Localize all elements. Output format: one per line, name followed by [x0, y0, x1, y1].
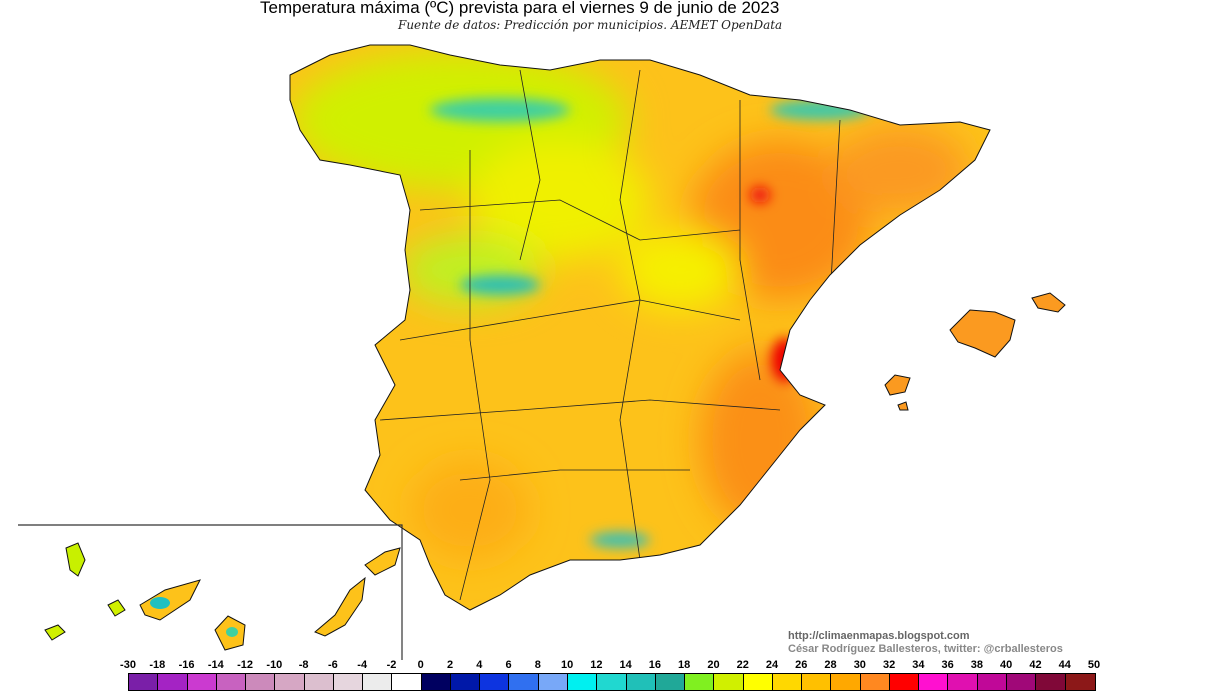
- legend-swatch: [1006, 674, 1037, 690]
- legend-swatch: [187, 674, 217, 690]
- legend-swatch: [333, 674, 364, 690]
- canary-islands-inset: [18, 524, 403, 660]
- legend-swatch: [246, 674, 276, 690]
- legend-tick-label: -8: [298, 659, 309, 671]
- legend-swatch: [216, 674, 247, 690]
- legend-swatch: [129, 674, 159, 690]
- legend-tick-label: 28: [824, 659, 837, 671]
- legend-swatch: [158, 674, 188, 690]
- legend-swatch: [802, 674, 832, 690]
- legend-tick-label: 42: [1029, 659, 1042, 671]
- legend-swatch: [392, 674, 422, 690]
- legend-tick-label: 20: [707, 659, 720, 671]
- legend-tick-label: 50: [1087, 659, 1101, 671]
- legend-swatch: [597, 674, 627, 690]
- legend-tick-label: 44: [1058, 659, 1071, 671]
- legend-tick-label: 24: [765, 659, 779, 671]
- legend-swatch: [1036, 674, 1066, 690]
- legend-tick-label: 30: [853, 659, 866, 671]
- legend-swatch: [948, 674, 978, 690]
- legend-tick-label: -6: [328, 659, 338, 671]
- legend-tick-label: -18: [149, 659, 166, 671]
- legend-swatch: [450, 674, 481, 690]
- legend-swatch: [977, 674, 1007, 690]
- legend-tick-label: 16: [648, 659, 662, 671]
- legend-swatch: [567, 674, 598, 690]
- legend-tick-label: -14: [207, 659, 224, 671]
- legend-tick-label: 40: [1000, 659, 1013, 671]
- legend-tick-label: 2: [446, 659, 454, 671]
- blog-url: http://climaenmapas.blogspot.com: [788, 630, 970, 642]
- legend-tick-label: 10: [560, 659, 574, 671]
- legend-swatch: [685, 674, 715, 690]
- legend-swatch: [860, 674, 890, 690]
- legend-tick-label: 26: [795, 659, 808, 671]
- legend-swatch: [831, 674, 861, 690]
- legend-swatch: [772, 674, 803, 690]
- legend-swatch: [743, 674, 773, 690]
- legend-swatch: [538, 674, 568, 690]
- legend-tick-label: 18: [678, 659, 691, 671]
- legend-swatch: [480, 674, 510, 690]
- legend-tick-labels: -30 -18 -16 -14 -12 -10 -8 -6 -4 -2 0 2 4 6 8 10 12 14 16 1…: [0, 659, 1228, 673]
- legend-swatch: [304, 674, 334, 690]
- legend-tick-label: -4: [357, 659, 368, 671]
- legend-swatch: [919, 674, 949, 690]
- legend-swatch: [626, 674, 656, 690]
- legend-tick-label: -16: [178, 659, 195, 671]
- legend-tick-label: 8: [534, 659, 541, 671]
- legend-tick-label: 12: [590, 659, 603, 671]
- legend-tick-label: 34: [912, 659, 925, 671]
- legend-tick-label: 36: [941, 659, 954, 671]
- color-legend: [128, 673, 1096, 691]
- legend-tick-label: -30: [120, 659, 136, 671]
- peninsula: [290, 45, 990, 610]
- balearic-islands: [884, 292, 1066, 411]
- legend-swatch: [1065, 674, 1095, 690]
- legend-swatch: [275, 674, 305, 690]
- map-title: Temperatura máxima (ºC) prevista para el…: [260, 0, 780, 17]
- legend-swatch: [421, 674, 451, 690]
- map-subtitle: Fuente de datos: Predicción por municipi…: [398, 18, 783, 32]
- legend-tick-label: 0: [417, 659, 424, 671]
- legend-tick-label: -2: [386, 659, 397, 671]
- legend-swatch: [655, 674, 686, 690]
- legend-swatch: [363, 674, 393, 690]
- legend-swatch: [889, 674, 920, 690]
- legend-tick-label: -10: [266, 659, 283, 671]
- legend-swatch: [509, 674, 539, 690]
- legend-tick-label: 14: [619, 659, 632, 671]
- legend-tick-label: -12: [237, 659, 254, 671]
- legend-swatch: [714, 674, 744, 690]
- author-credit: César Rodríguez Ballesteros, twitter: @c…: [788, 643, 1063, 655]
- legend-tick-label: 38: [970, 659, 984, 671]
- legend-tick-label: 6: [505, 659, 512, 671]
- legend-tick-label: 22: [736, 659, 749, 671]
- legend-tick-label: 32: [882, 659, 896, 671]
- legend-tick-label: 4: [476, 659, 483, 671]
